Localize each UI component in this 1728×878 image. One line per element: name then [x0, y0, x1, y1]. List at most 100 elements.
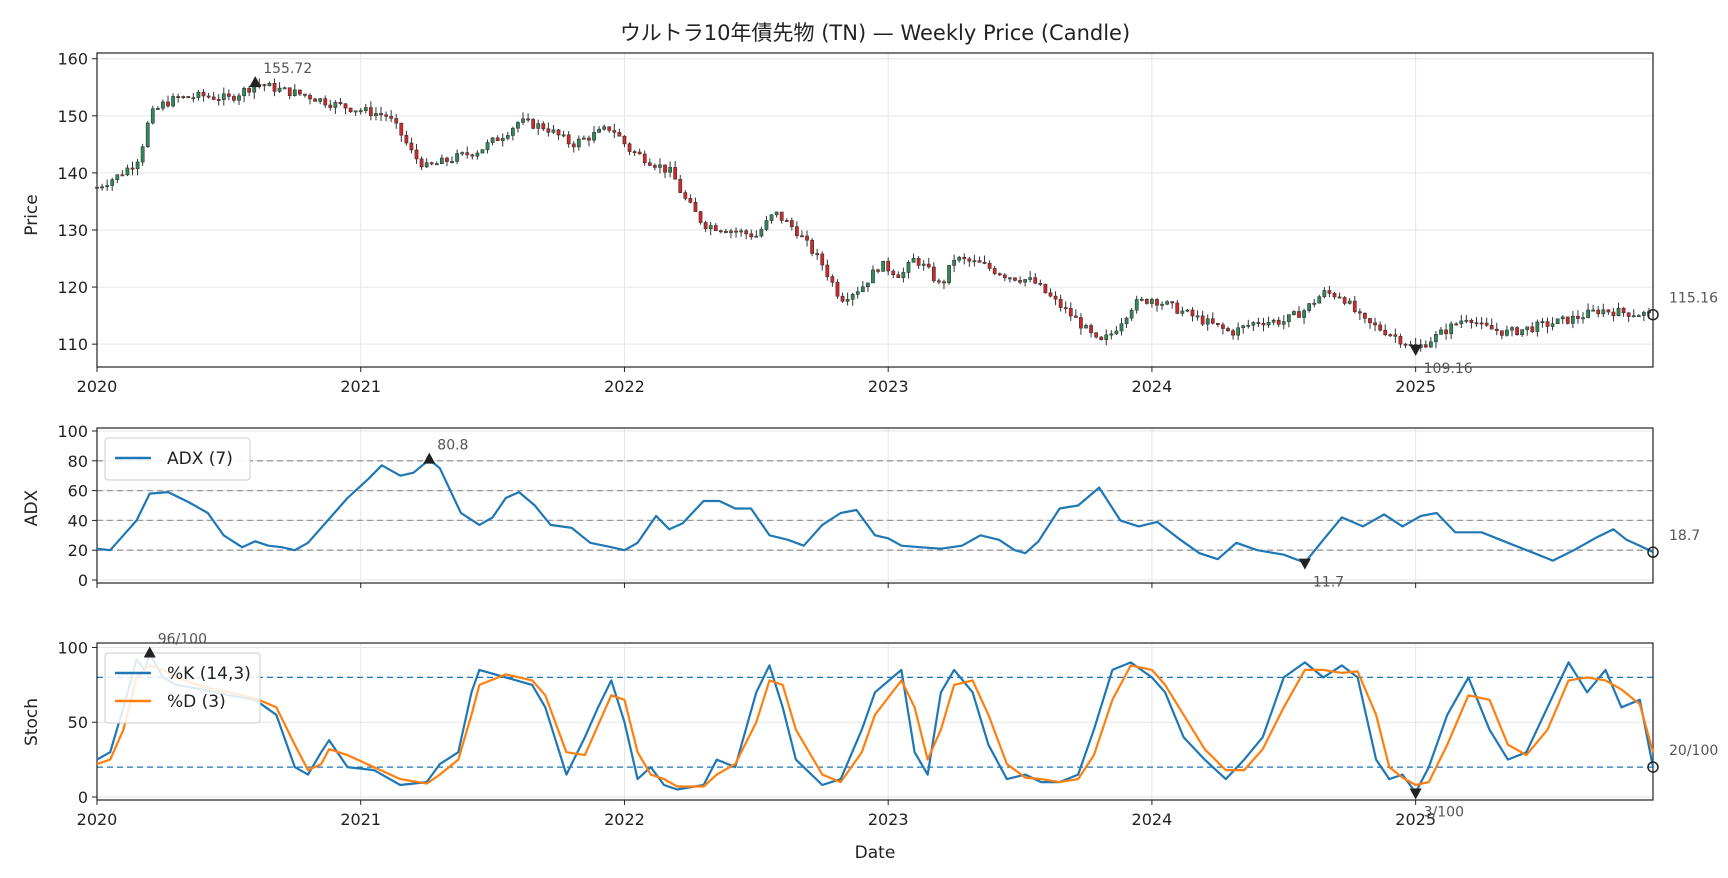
candle-body — [196, 91, 201, 98]
candle-body — [1403, 343, 1408, 346]
candle-body — [1297, 311, 1301, 318]
y-tick-label: 80 — [68, 452, 88, 471]
candle-body — [176, 96, 181, 98]
candle-body — [1621, 307, 1626, 314]
candle-body — [561, 134, 566, 137]
candle-body — [1393, 334, 1398, 337]
candle-body — [901, 272, 906, 279]
marker-last — [1647, 546, 1659, 558]
candle-body — [1479, 322, 1484, 325]
candle-body — [110, 179, 115, 186]
candle-body — [206, 95, 211, 98]
legend-label: %K (14,3) — [167, 664, 251, 684]
candle-body — [1363, 312, 1367, 319]
candle-body — [384, 114, 388, 117]
candle-body — [328, 104, 333, 108]
candle-body — [1150, 299, 1154, 304]
candle-body — [1434, 334, 1438, 343]
candle-body — [647, 162, 652, 166]
candle-body — [1444, 329, 1448, 335]
candle-body — [115, 174, 120, 181]
candle-body — [1570, 315, 1575, 324]
candle-body — [155, 108, 160, 110]
candle-body — [237, 95, 241, 101]
candle-body — [368, 107, 373, 117]
candle-body — [769, 214, 774, 221]
candle-body — [95, 186, 99, 189]
candle-body — [795, 226, 799, 237]
candle-body — [1048, 292, 1053, 297]
candle-body — [399, 122, 404, 136]
candle-body — [942, 281, 946, 284]
candle-body — [668, 167, 672, 173]
candle-body — [972, 260, 977, 263]
candle-body — [500, 138, 505, 142]
annotation-last: 20/100 — [1669, 743, 1718, 759]
y-tick-label: 150 — [57, 107, 88, 126]
x-axis-label: Date — [855, 843, 896, 863]
candle-body — [871, 269, 875, 284]
marker-max — [249, 76, 262, 88]
marker-last — [1647, 761, 1659, 773]
candle-body — [688, 198, 693, 203]
candle-body — [683, 192, 688, 199]
x-tick-label: 2021 — [340, 810, 381, 829]
candle-body — [1484, 322, 1489, 326]
candle-body — [414, 149, 419, 160]
candle-body — [1276, 319, 1281, 325]
candle-body — [1373, 322, 1377, 326]
candle-body — [820, 253, 825, 266]
candle-body — [1449, 323, 1454, 335]
candle-body — [1631, 315, 1636, 318]
candle-body — [1312, 302, 1317, 305]
candle-body — [1008, 277, 1012, 280]
candle-body — [262, 84, 267, 87]
candle-body — [693, 202, 698, 212]
candle-body — [166, 101, 170, 107]
candle-body — [1114, 330, 1119, 335]
candle-body — [343, 103, 348, 109]
y-tick-label: 20 — [68, 541, 88, 560]
candle-body — [850, 294, 855, 300]
series-line — [96, 652, 1655, 794]
candle-body — [353, 110, 358, 113]
candle-body — [460, 152, 465, 155]
candle-body — [921, 263, 926, 266]
candle-body — [632, 151, 637, 154]
candle-body — [911, 258, 916, 263]
candle-body — [952, 259, 956, 266]
marker-max — [143, 646, 156, 658]
candle-body — [937, 280, 941, 283]
candle-body — [1221, 324, 1225, 329]
candle-body — [1119, 323, 1124, 332]
candle-body — [860, 286, 865, 292]
candle-body — [1205, 318, 1210, 325]
candle-body — [1063, 307, 1068, 310]
candle-body — [678, 178, 683, 193]
candle-body — [1236, 327, 1241, 336]
y-tick-label: 100 — [57, 422, 88, 441]
marker-min — [1298, 558, 1311, 570]
candle-body — [1641, 312, 1646, 316]
candle-body — [1530, 326, 1535, 332]
candle-body — [358, 110, 363, 113]
x-tick-label: 2024 — [1132, 377, 1173, 396]
candle-body — [977, 260, 982, 263]
candle-body — [658, 164, 662, 168]
candle-body — [181, 96, 186, 99]
candle-body — [703, 222, 708, 230]
candle-body — [1180, 310, 1185, 314]
candle-body — [713, 225, 718, 231]
candle-body — [348, 107, 353, 113]
candle-body — [1200, 315, 1205, 325]
candle-body — [1439, 329, 1443, 335]
candle-body — [957, 256, 962, 261]
candle-body — [1586, 309, 1590, 318]
candle-body — [800, 235, 804, 238]
candle-body — [546, 128, 551, 133]
y-tick-label: 110 — [57, 335, 88, 354]
candle-body — [531, 119, 536, 129]
candle-body — [1378, 324, 1383, 331]
marker-min — [1409, 344, 1422, 356]
x-tick-label: 2020 — [77, 810, 118, 829]
